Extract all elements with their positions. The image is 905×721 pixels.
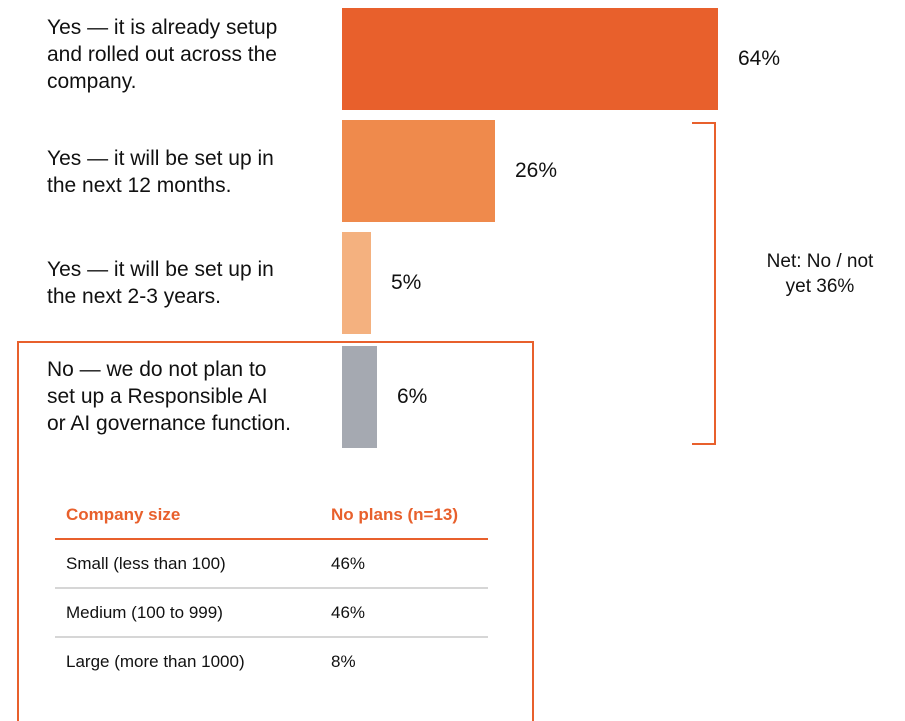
bar [342, 120, 495, 222]
table-cell-size: Small (less than 100) [66, 553, 226, 573]
category-label: Yes — it is already setup and rolled out… [47, 16, 278, 93]
company-size-table: Company size No plans (n=13) Small (less… [55, 492, 488, 685]
data-label: 26% [515, 159, 558, 182]
table-row: Medium (100 to 999) 46% [55, 589, 488, 638]
table-cell-size: Medium (100 to 999) [66, 602, 223, 622]
category-label: No — we do not plan to set up a Responsi… [47, 358, 291, 435]
table-cell-value: 46% [331, 602, 366, 622]
net-annotation: Net: No / not yet 36% [766, 251, 874, 297]
data-label: 6% [397, 385, 428, 408]
table-row: Small (less than 100) 46% [55, 540, 488, 589]
bar [342, 8, 718, 110]
table-header-no-plans: No plans (n=13) [331, 505, 459, 524]
bar [342, 346, 377, 448]
data-label: 5% [391, 271, 422, 294]
category-label: Yes — it will be set up in the next 2-3 … [47, 258, 274, 308]
table-cell-value: 8% [331, 651, 356, 671]
callout-box [17, 341, 534, 721]
table-header-company-size: Company size [66, 505, 181, 524]
data-label: 64% [738, 47, 781, 70]
bar [342, 232, 371, 334]
table-header-row: Company size No plans (n=13) [55, 492, 488, 540]
net-bracket [692, 122, 716, 445]
table-cell-value: 46% [331, 553, 366, 573]
category-label: Yes — it will be set up in the next 12 m… [47, 147, 274, 197]
table-cell-size: Large (more than 1000) [66, 651, 245, 671]
table-row: Large (more than 1000) 8% [55, 638, 488, 685]
